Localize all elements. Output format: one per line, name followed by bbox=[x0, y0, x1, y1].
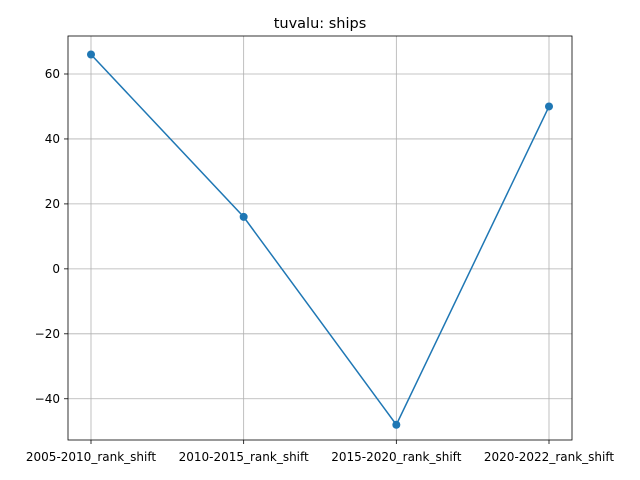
y-tick-label: 60 bbox=[45, 67, 60, 81]
y-tick-label: −40 bbox=[35, 392, 60, 406]
data-point bbox=[239, 212, 248, 221]
chart-title: tuvalu: ships bbox=[274, 16, 367, 32]
data-point bbox=[392, 420, 401, 429]
series bbox=[87, 50, 553, 429]
y-tick-label: 20 bbox=[45, 197, 60, 211]
data-point bbox=[87, 50, 95, 59]
x-tick-label: 2015-2020_rank_shift bbox=[331, 450, 461, 464]
grid bbox=[68, 36, 572, 440]
x-tick-label: 2020-2022_rank_shift bbox=[484, 450, 614, 464]
y-tick-label: 0 bbox=[52, 262, 60, 276]
tick-labels: 2005-2010_rank_shift 2010-2015_rank_shift… bbox=[26, 67, 614, 464]
axes bbox=[64, 35, 573, 444]
series-line bbox=[90, 53, 550, 427]
plot-frame bbox=[67, 35, 573, 441]
x-tick-label: 2010-2015_rank_shift bbox=[179, 450, 309, 464]
y-tick-label: 40 bbox=[45, 132, 60, 146]
y-tick-label: −20 bbox=[35, 327, 60, 341]
data-point bbox=[545, 102, 553, 111]
x-tick-label: 2005-2010_rank_shift bbox=[26, 450, 156, 464]
